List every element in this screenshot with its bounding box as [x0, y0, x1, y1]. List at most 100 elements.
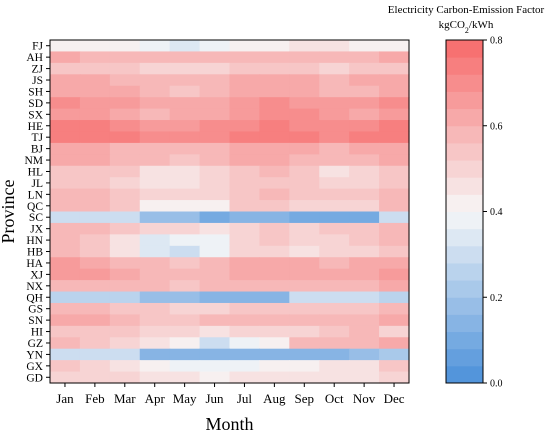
heatmap-cell-sc-jul	[229, 211, 261, 224]
y-tick-label: QH	[26, 292, 43, 304]
heatmap-cell-hn-aug	[259, 234, 290, 247]
heatmap-cell-yn-oct	[319, 348, 350, 361]
heatmap-cell-tj-sep	[289, 131, 320, 144]
heatmap-cell-sx-jun	[199, 108, 231, 121]
heatmap-cell-jl-jun	[199, 177, 231, 190]
heatmap-cell-nx-may	[169, 280, 201, 293]
heatmap-cell-gx-aug	[259, 360, 290, 373]
heatmap-cell-sx-mar	[109, 108, 141, 121]
heatmap-cell-ha-sep	[289, 257, 320, 270]
heatmap-cell-qh-feb	[79, 291, 111, 304]
heatmap-cell-he-mar	[109, 120, 141, 133]
heatmap-cell-tj-mar	[109, 131, 141, 144]
heatmap-cell-hi-apr	[139, 325, 171, 338]
heatmap-cell-bj-aug	[259, 142, 290, 155]
heatmap-cell-ah-apr	[139, 51, 171, 64]
heatmap-cell-jx-aug	[259, 222, 290, 235]
colorbar-segment	[446, 160, 483, 178]
heatmap-cell-ah-nov	[349, 51, 380, 64]
heatmap-cell-zj-nov	[349, 62, 380, 75]
heatmap-cell-qc-jul	[229, 200, 261, 213]
colorbar-segment	[446, 177, 483, 195]
x-tick-label: May	[173, 391, 197, 406]
heatmap-cell-gd-dec	[379, 371, 410, 384]
heatmap-cell-sh-feb	[79, 85, 111, 98]
heatmap-cell-hl-oct	[319, 165, 350, 178]
heatmap-cell-gd-feb	[79, 371, 111, 384]
y-tick-label: GZ	[28, 338, 43, 350]
heatmap-cell-hl-aug	[259, 165, 290, 178]
heatmap-cell-yn-jan	[50, 348, 81, 361]
heatmap-cell-yn-apr	[139, 348, 171, 361]
colorbar-segment	[446, 91, 483, 110]
heatmap-cell-fj-apr	[139, 40, 171, 53]
heatmap-cell-hn-nov	[349, 234, 380, 247]
heatmap-cell-sc-aug	[259, 211, 290, 224]
heatmap-cell-nx-oct	[319, 280, 350, 293]
heatmap-cell-hl-dec	[379, 165, 410, 178]
heatmap-cell-gs-jul	[229, 302, 261, 315]
heatmap-cell-hb-may	[169, 245, 201, 258]
heatmap-cell-nm-jun	[199, 154, 231, 167]
heatmap-cell-hn-dec	[379, 234, 410, 247]
x-tick-label: Feb	[85, 391, 105, 406]
heatmap-cell-tj-jul	[229, 131, 261, 144]
colorbar-unit: kgCO2/kWh	[439, 19, 494, 35]
heatmap-cell-js-oct	[319, 74, 350, 87]
unit-suffix: /kWh	[469, 19, 494, 31]
heatmap-cell-qc-jun	[199, 200, 231, 213]
heatmap-cell-qc-sep	[289, 200, 320, 213]
heatmap-cell-qh-oct	[319, 291, 350, 304]
y-tick-label: BJ	[31, 144, 44, 156]
colorbar-segment	[446, 365, 483, 384]
heatmap-cell-qc-nov	[349, 200, 380, 213]
heatmap-cell-qh-jul	[229, 291, 261, 304]
heatmap-cell-qc-aug	[259, 200, 290, 213]
heatmap-cell-he-jun	[199, 120, 231, 133]
heatmap-cell-gd-jun	[199, 371, 231, 384]
heatmap-cell-hl-feb	[79, 165, 111, 178]
heatmap-cell-js-nov	[349, 74, 380, 87]
heatmap-cell-sd-sep	[289, 97, 320, 110]
heatmap-cell-fj-jul	[229, 40, 261, 53]
heatmap-cell-sh-apr	[139, 85, 171, 98]
x-tick-label: Dec	[384, 391, 405, 406]
heatmap-cell-hi-mar	[109, 325, 141, 338]
heatmap-cell-gz-jul	[229, 337, 261, 350]
heatmap-cell-gs-jun	[199, 302, 231, 315]
heatmap-cell-nm-may	[169, 154, 201, 167]
y-tick-label: JL	[32, 178, 44, 190]
heatmap-cell-gx-apr	[139, 360, 171, 373]
colorbar-tick-label: 0.4	[490, 207, 503, 218]
heatmap-cell-he-sep	[289, 120, 320, 133]
heatmap-cell-gz-feb	[79, 337, 111, 350]
heatmap-cell-yn-feb	[79, 348, 111, 361]
heatmap-cell-ah-mar	[109, 51, 141, 64]
heatmap-cell-gd-jul	[229, 371, 261, 384]
heatmap-cell-hb-apr	[139, 245, 171, 258]
heatmap-cell-nm-sep	[289, 154, 320, 167]
heatmap-cell-ha-feb	[79, 257, 111, 270]
heatmap-cell-sh-dec	[379, 85, 410, 98]
heatmap-cell-he-dec	[379, 120, 410, 133]
y-tick-label: HE	[28, 121, 43, 133]
heatmap-cell-tj-nov	[349, 131, 380, 144]
heatmap-cell-ha-oct	[319, 257, 350, 270]
y-tick-label: ZJ	[32, 64, 44, 76]
heatmap-cell-jl-oct	[319, 177, 350, 190]
heatmap-cell-sh-sep	[289, 85, 320, 98]
heatmap-cell-yn-nov	[349, 348, 380, 361]
heatmap-cell-gd-aug	[259, 371, 290, 384]
heatmap-cell-hb-dec	[379, 245, 410, 258]
heatmap-cell-hi-nov	[349, 325, 380, 338]
heatmap-cell-js-aug	[259, 74, 290, 87]
heatmap-cell-fj-mar	[109, 40, 141, 53]
y-tick-label: NX	[26, 281, 43, 293]
heatmap-cell-sh-aug	[259, 85, 290, 98]
colorbar-segment	[446, 262, 483, 281]
heatmap-cell-gx-jul	[229, 360, 261, 373]
heatmap-cell-tj-oct	[319, 131, 350, 144]
heatmap-cell-hn-apr	[139, 234, 171, 247]
